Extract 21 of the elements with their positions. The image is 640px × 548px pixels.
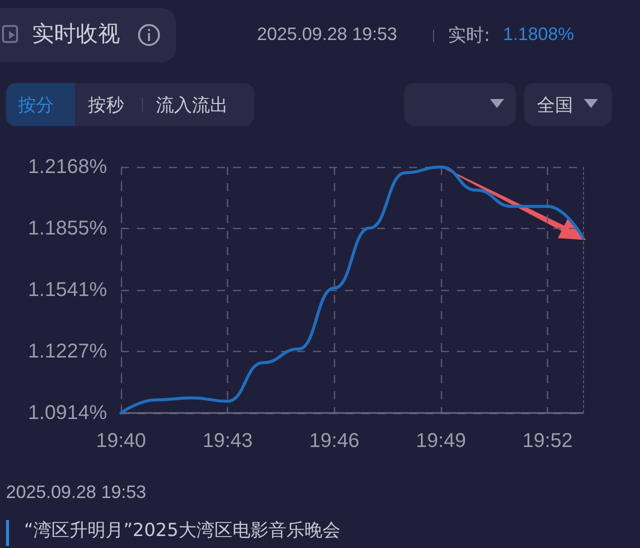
chart-subtitle: 2025.09.28 19:53 (257, 24, 398, 45)
y-tick-label: 1.1541% (28, 279, 108, 301)
text: 全国 (537, 94, 573, 117)
x-tick-label: 19:46 (309, 430, 360, 452)
line-series (120, 166, 584, 414)
x-tick-label: 19:40 (96, 430, 146, 452)
y-tick-label: 1.1227% (28, 340, 108, 363)
text: 按分 (18, 94, 54, 117)
x-tick-label: 19:49 (416, 430, 466, 452)
x-tick-label: 19:43 (202, 430, 253, 452)
text: 2025.09.28 19:53 (6, 482, 146, 503)
text: 1.1808% (503, 24, 574, 45)
y-tick-label: 1.1855% (28, 217, 108, 240)
chart-title: 实时收视 (32, 21, 120, 49)
x-tick-label: 19:52 (522, 430, 573, 452)
text: 流入流出 (156, 94, 228, 117)
y-tick-label: 1.0914% (28, 402, 108, 424)
y-tick-label: 1.2168% (28, 156, 108, 178)
text: 实时: (448, 24, 490, 47)
text: 按秒 (88, 94, 124, 117)
text: “湾区升明月”2025大湾区电影音乐晚会 (24, 519, 340, 542)
